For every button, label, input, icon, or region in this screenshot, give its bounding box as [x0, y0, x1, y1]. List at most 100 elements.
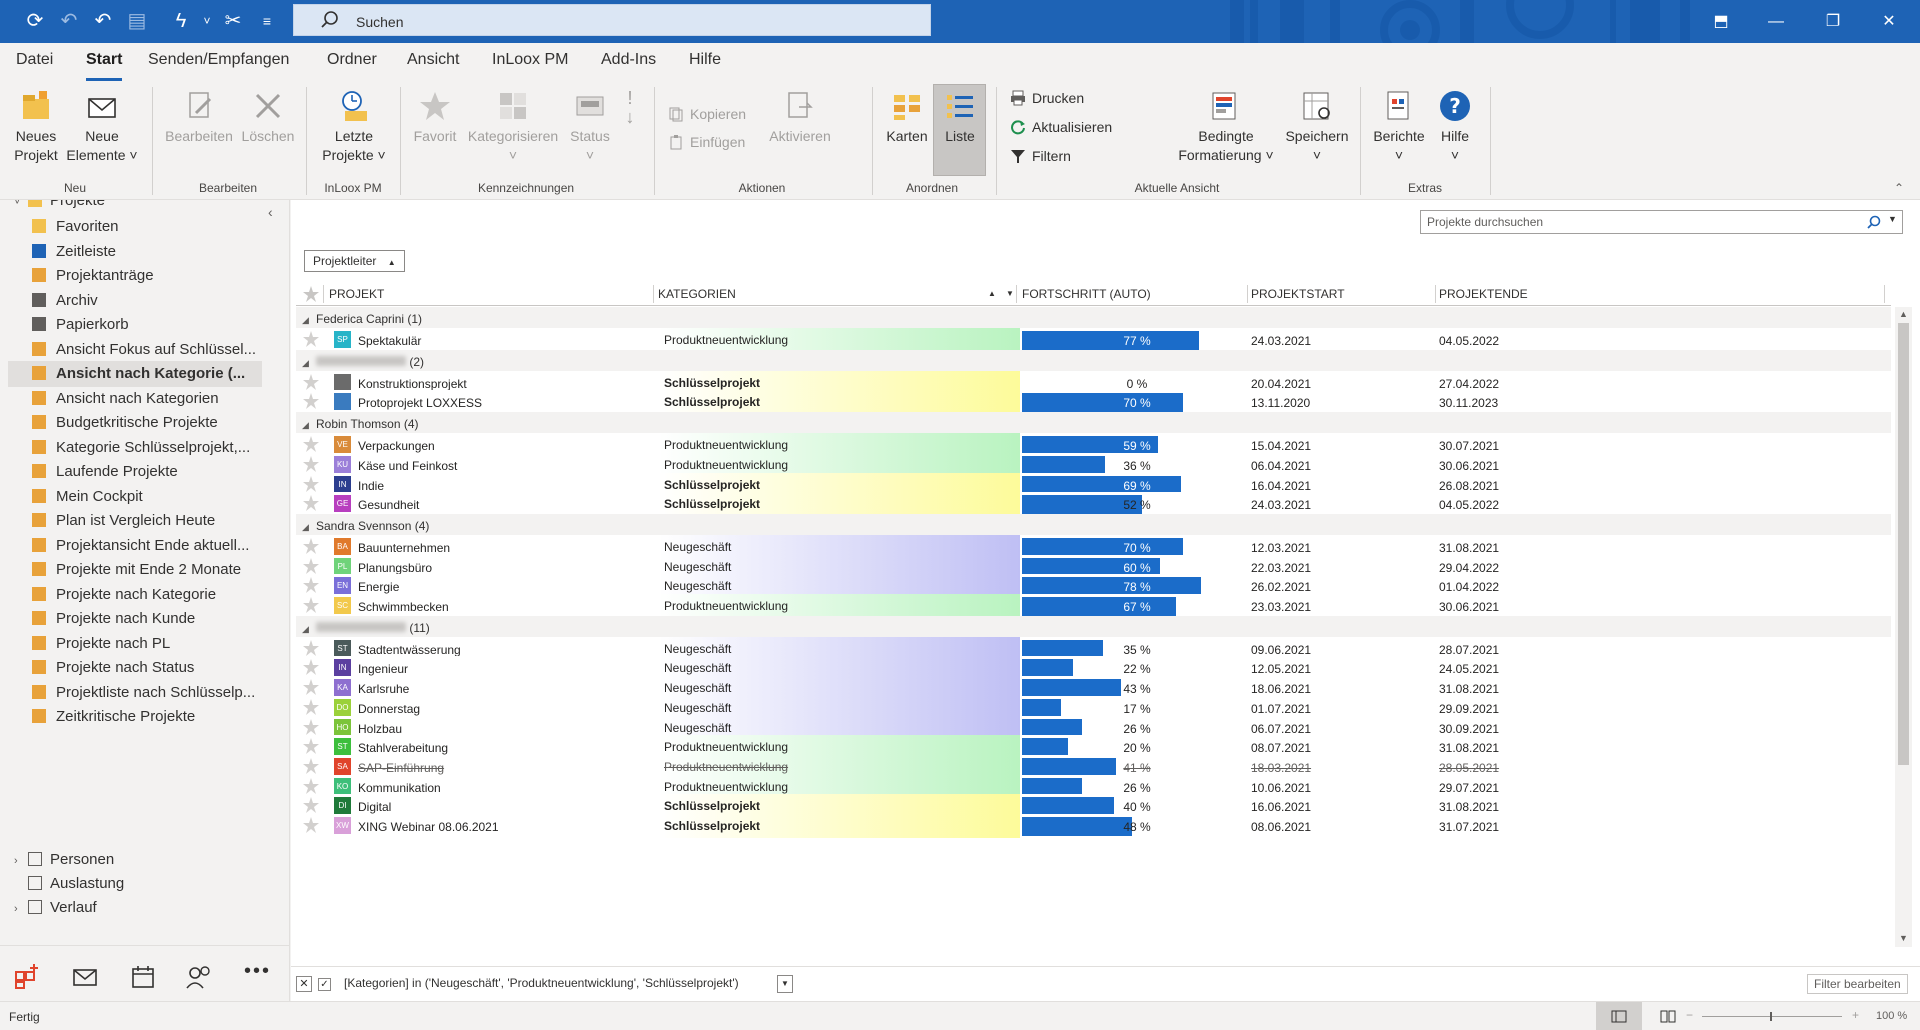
nav-item[interactable]: Ansicht nach Kategorie (... [8, 361, 262, 387]
search-options-icon[interactable]: ▼ [1888, 214, 1897, 224]
inloox-module-icon[interactable] [14, 964, 40, 990]
copy-button[interactable]: Kopieren [668, 103, 746, 125]
chevron-down-icon[interactable]: ˅ [203, 14, 211, 28]
more-modules-icon[interactable]: ••• [244, 960, 272, 982]
status-button[interactable]: Status ˅ [565, 89, 615, 165]
minimize-button[interactable]: — [1768, 13, 1784, 30]
favorite-star-icon[interactable] [302, 737, 320, 755]
favorite-star-icon[interactable] [302, 494, 320, 512]
filter-history-dropdown[interactable]: ▼ [777, 975, 793, 993]
table-row[interactable]: SP Spektakulär Produktneuentwicklung 77 % 24… [296, 328, 1891, 352]
collapse-group-icon[interactable]: ◢ [302, 521, 309, 532]
table-row[interactable]: XW XING Webinar 08.06.2021 Schlüsselprojek… [296, 814, 1891, 838]
categorize-button[interactable]: Kategorisieren ˅ [463, 89, 563, 165]
nav-item[interactable]: Projekte nach Kunde [32, 606, 262, 632]
ribbon-display-icon[interactable]: ⬒ [1713, 13, 1729, 30]
project-name[interactable]: Schwimmbecken [358, 600, 449, 614]
project-name[interactable]: Stadtentwässerung [358, 642, 461, 657]
menu-ansicht[interactable]: Ansicht [407, 51, 460, 68]
filter-enabled-checkbox[interactable]: ✓ [318, 978, 331, 991]
collapse-group-icon[interactable]: ◢ [302, 357, 309, 368]
close-button[interactable]: ✕ [1882, 13, 1896, 30]
col-projektende[interactable]: PROJEKTENDE [1439, 287, 1528, 301]
nav-item[interactable]: Projektliste nach Schlüsselp... [32, 680, 262, 706]
favorite-star-icon[interactable] [302, 596, 320, 614]
nav-item[interactable]: Projekte nach PL [32, 631, 262, 657]
favorite-star-icon[interactable] [302, 639, 320, 657]
mail-icon[interactable] [72, 964, 98, 990]
nav-personen[interactable]: › Personen [14, 847, 114, 873]
project-name[interactable]: Käse und Feinkost [358, 458, 458, 473]
edit-filter-button[interactable]: Filter bearbeiten [1807, 974, 1908, 994]
project-name[interactable]: Energie [358, 580, 400, 595]
group-header-row[interactable]: ◢ Robin Thomson (4) [296, 412, 1891, 437]
project-name[interactable]: Protoprojekt LOXXESS [358, 396, 483, 411]
collapse-ribbon-icon[interactable]: ⌃ [1894, 181, 1905, 195]
table-row[interactable]: Protoprojekt LOXXESS Schlüsselprojekt 70 %… [296, 390, 1891, 415]
project-name[interactable]: Verpackungen [358, 439, 435, 454]
zoom-slider[interactable] [1702, 1016, 1842, 1017]
favorite-star-icon[interactable] [302, 537, 320, 555]
zoom-in-button[interactable]: + [1852, 1008, 1860, 1022]
zoom-slider-thumb[interactable] [1770, 1012, 1772, 1021]
inloox-icon[interactable]: ✂ [224, 10, 242, 32]
sync-icon[interactable]: ⟳ [26, 10, 44, 32]
project-name[interactable]: Stahlverabeitung [358, 741, 449, 756]
favorite-column-icon[interactable] [302, 285, 320, 303]
favorite-star-icon[interactable] [302, 392, 320, 410]
clear-filter-button[interactable]: ✕ [296, 976, 312, 992]
menu-start[interactable]: Start [86, 51, 123, 81]
project-name[interactable]: Digital [358, 800, 392, 815]
nav-auslastung[interactable]: Auslastung [14, 871, 124, 897]
col-kategorien[interactable]: KATEGORIEN [658, 287, 736, 301]
nav-item[interactable]: Mein Cockpit [32, 484, 262, 510]
conditional-format-button[interactable]: Bedingte Formatierung ˅ [1166, 89, 1286, 165]
project-name[interactable]: XING Webinar 08.06.2021 [358, 820, 499, 834]
menu-datei[interactable]: Datei [16, 51, 54, 68]
nav-item[interactable]: Projekte mit Ende 2 Monate [32, 557, 262, 583]
nav-item[interactable]: Favoriten [32, 214, 262, 240]
favorite-star-icon[interactable] [302, 796, 320, 814]
nav-item[interactable]: Ansicht nach Kategorien [32, 386, 262, 412]
project-name[interactable]: Ingenieur [358, 662, 409, 677]
nav-item[interactable]: Ansicht Fokus auf Schlüssel... [32, 337, 262, 363]
project-name[interactable]: Holzbau [358, 721, 403, 736]
table-row[interactable]: GE Gesundheit Schlüsselprojekt 52 % 24.03.20… [296, 492, 1891, 517]
edit-button[interactable]: Bearbeiten [164, 89, 234, 146]
project-name[interactable]: Spektakulär [358, 334, 422, 348]
list-button[interactable]: Liste [935, 89, 985, 146]
search-input[interactable]: Suchen [293, 4, 931, 36]
col-projektstart[interactable]: PROJEKTSTART [1251, 287, 1345, 301]
menu-inloox-pm[interactable]: InLoox PM [492, 51, 569, 68]
priority-icon[interactable]: ! ↓ [625, 88, 635, 127]
nav-item[interactable]: Zeitkritische Projekte [32, 704, 262, 730]
quick-steps-icon[interactable]: ϟ [175, 10, 187, 32]
zoom-out-button[interactable]: − [1686, 1008, 1694, 1022]
delete-button[interactable]: Löschen [238, 89, 298, 146]
calendar-icon[interactable] [130, 964, 156, 990]
nav-item[interactable]: Projektanträge [32, 263, 262, 289]
scroll-down-icon[interactable]: ▼ [1899, 933, 1908, 943]
collapse-group-icon[interactable]: ◢ [302, 315, 309, 325]
menu-ordner[interactable]: Ordner [327, 51, 377, 68]
favorite-star-icon[interactable] [302, 455, 320, 473]
project-name[interactable]: Karlsruhe [358, 682, 410, 697]
project-search-input[interactable]: Projekte durchsuchen ▼ [1420, 210, 1903, 234]
favorite-star-icon[interactable] [302, 757, 320, 775]
scrollbar-thumb[interactable] [1898, 323, 1909, 765]
filter-button[interactable]: Filtern [1010, 145, 1071, 167]
favorite-star-icon[interactable] [302, 698, 320, 716]
paste-button[interactable]: Einfügen [668, 131, 745, 153]
activate-button[interactable]: Aktivieren [760, 89, 840, 146]
nav-item[interactable]: Laufende Projekte [32, 459, 262, 485]
help-button[interactable]: ? Hilfe ˅ [1430, 89, 1480, 165]
new-items-button[interactable]: Neue Elemente ˅ [62, 89, 142, 165]
favorite-star-icon[interactable] [302, 373, 320, 391]
vertical-scrollbar[interactable]: ▲ ▼ [1895, 307, 1912, 947]
group-header-row[interactable]: ◢ Federica Caprini (1) [296, 307, 1891, 331]
menu-senden-empfangen[interactable]: Senden/Empfangen [148, 51, 290, 68]
menu-add-ins[interactable]: Add-Ins [601, 51, 657, 68]
project-name[interactable]: Bauunternehmen [358, 540, 451, 555]
search-icon[interactable] [1867, 215, 1881, 229]
group-header-row[interactable]: ◢ Sandra Svennson (4) [296, 513, 1891, 538]
